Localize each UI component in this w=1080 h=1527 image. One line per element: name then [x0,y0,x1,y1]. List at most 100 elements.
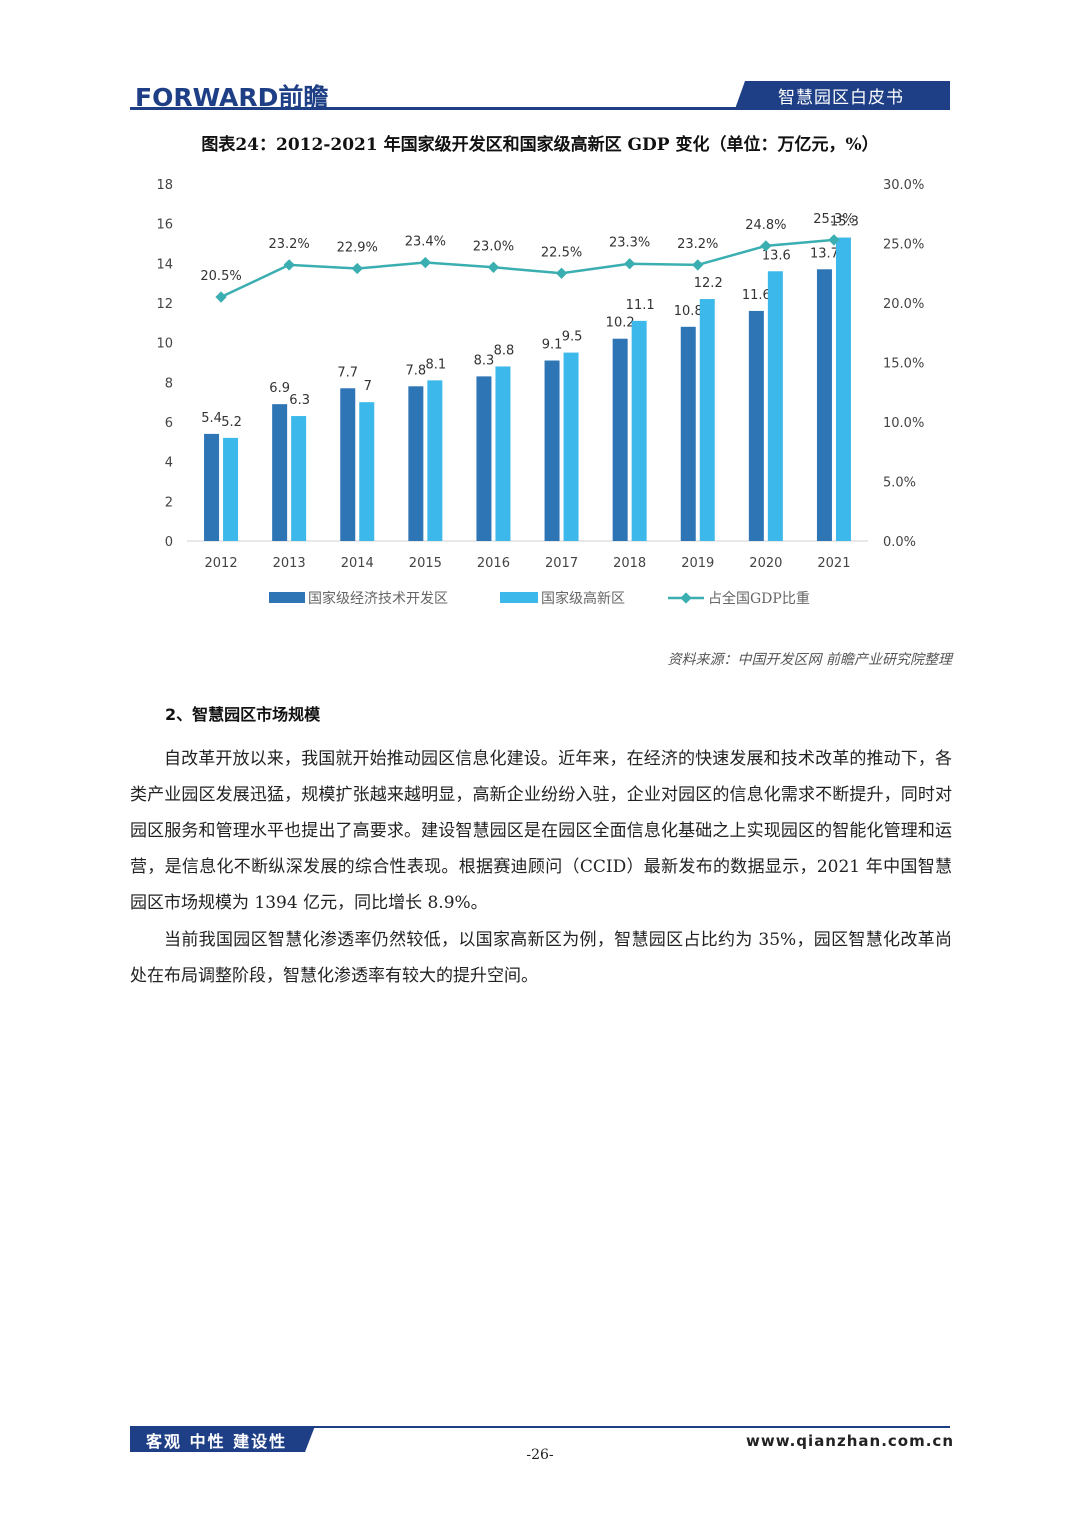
data-label-gdp-share: 23.2% [268,237,309,252]
y2-tick-label: 25.0% [883,238,924,253]
bar-kaifaqu [340,388,356,541]
data-label-gdp-share: 23.2% [677,237,718,252]
data-label-gaoxinqu: 7 [364,379,372,394]
x-tick-label: 2018 [613,556,646,571]
chart-source: 资料来源：中国开发区网 前瞻产业研究院整理 [667,652,952,668]
data-label-gaoxinqu: 11.1 [626,298,655,313]
data-label-kaifaqu: 11.6 [742,288,771,303]
data-label-gaoxinqu: 8.1 [426,357,447,372]
bar-gaoxinqu [835,237,851,542]
data-label-gaoxinqu: 15.3 [830,215,859,230]
legend-swatch-gaoxinqu [500,592,538,603]
line-marker [760,240,772,252]
line-marker [351,262,363,275]
bar-gaoxinqu [427,380,443,541]
line-marker [623,258,636,270]
legend-swatch-kaifaqu [269,592,305,603]
bar-kaifaqu [612,338,628,541]
legend-label-gdp-share: 占全国GDP比重 [708,590,810,607]
x-tick-label: 2013 [273,556,306,571]
legend-marker-gdp-share [680,592,692,604]
bar-gaoxinqu [767,271,783,541]
data-label-kaifaqu: 13.7 [810,246,839,261]
data-label-gdp-share: 22.9% [337,240,378,255]
x-tick-label: 2021 [817,556,850,571]
paragraph-2: 当前我国园区智慧化渗透率仍然较低，以国家高新区为例，智慧园区占比约为 35%，园… [130,930,952,986]
data-label-gdp-share: 23.3% [609,236,650,251]
header-tab [735,81,950,109]
line-marker [487,261,500,273]
legend-label-kaifaqu: 国家级经济技术开发区 [308,590,448,607]
data-label-gdp-share: 23.4% [405,235,446,250]
data-label-kaifaqu: 7.8 [406,363,427,378]
line-marker [215,291,227,303]
line-marker [555,267,568,279]
x-tick-label: 2019 [681,556,714,571]
data-label-gdp-share: 25.3% [813,212,854,227]
data-label-gaoxinqu: 9.5 [562,330,583,345]
x-tick-label: 2020 [749,556,782,571]
chart-title: 图表24：2012-2021 年国家级开发区和国家级高新区 GDP 变化（单位：… [201,135,879,155]
data-label-gaoxinqu: 12.2 [694,276,723,291]
data-label-kaifaqu: 5.4 [201,411,222,426]
y2-tick-label: 5.0% [883,476,916,491]
bar-kaifaqu [748,310,764,541]
bar-gaoxinqu [495,366,511,541]
bar-gaoxinqu [291,416,307,541]
bar-kaifaqu [476,376,492,541]
y2-tick-label: 30.0% [883,178,924,193]
y-tick-label: 0 [165,535,173,550]
footer-slogan: 客观 中性 建设性 [146,1432,288,1451]
x-tick-label: 2015 [409,556,442,571]
data-label-kaifaqu: 8.3 [474,353,495,368]
page-number: -26- [526,1447,554,1463]
data-label-gaoxinqu: 8.8 [494,343,515,358]
y-tick-label: 2 [165,495,173,510]
data-label-gdp-share: 24.8% [745,218,786,233]
line-marker [692,259,704,271]
line-marker [828,234,840,246]
data-label-gdp-share: 22.5% [541,245,582,260]
y-tick-label: 4 [165,456,173,471]
data-label-gaoxinqu: 13.6 [762,248,791,263]
y2-tick-label: 15.0% [883,357,924,372]
y-tick-label: 6 [165,416,173,431]
data-label-gaoxinqu: 5.2 [221,415,242,430]
y-tick-label: 10 [156,337,173,352]
header-tab-label: 智慧园区白皮书 [778,88,904,108]
bar-kaifaqu [408,386,424,541]
data-label-kaifaqu: 10.2 [606,316,635,331]
y-tick-label: 8 [165,376,173,391]
footer-rule [130,1426,950,1428]
y2-tick-label: 20.0% [883,297,924,312]
y-tick-label: 14 [156,257,173,272]
data-label-gaoxinqu: 6.3 [289,393,310,408]
data-label-kaifaqu: 7.7 [337,365,358,380]
bar-kaifaqu [680,326,696,541]
footer-tab [130,1426,315,1452]
x-tick-label: 2012 [205,556,238,571]
bar-kaifaqu [816,269,832,541]
legend-label-gaoxinqu: 国家级高新区 [541,590,625,607]
bar-kaifaqu [204,433,220,541]
x-tick-label: 2014 [341,556,374,571]
gdp-chart: 0 2 4 6 8 10 12 14 16 18 0.0% 5.0% 10.0% 15.0% 20.0% 25… [156,178,924,607]
bar-kaifaqu [544,360,560,541]
data-label-kaifaqu: 10.8 [674,304,703,319]
y-tick-label: 18 [156,178,173,193]
y-tick-label: 12 [156,297,173,312]
footer-url[interactable]: www.qianzhan.com.cn [746,1432,954,1450]
line-marker [283,259,295,271]
paragraph-1: 自改革开放以来，我国就开始推动园区信息化建设。近年来，在经济的快速发展和技术改革… [130,749,952,913]
data-label-gdp-share: 20.5% [200,269,241,284]
bar-gaoxinqu [223,437,239,541]
bar-gaoxinqu [699,299,715,541]
header-rule [130,107,950,110]
bar-kaifaqu [272,404,288,541]
section-heading: 2、智慧园区市场规模 [165,705,321,724]
y-tick-label: 16 [156,218,173,233]
data-label-kaifaqu: 9.1 [542,338,563,353]
line-gdp-share [220,238,835,299]
data-label-gdp-share: 23.0% [473,239,514,254]
bar-gaoxinqu [359,402,375,541]
